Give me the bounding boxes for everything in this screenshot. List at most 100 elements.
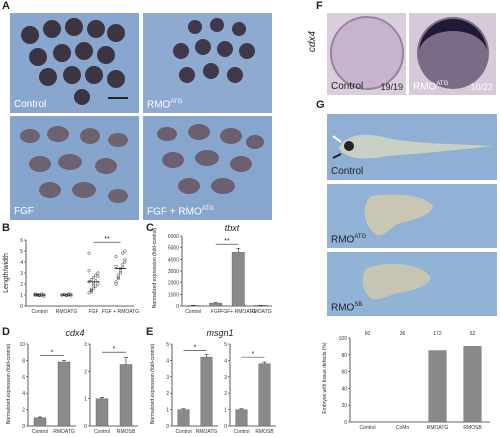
panel-label-f: F (316, 0, 323, 12)
scatter-point (91, 275, 96, 279)
x-tick-label: Control (233, 429, 249, 435)
significance-marker: * (194, 345, 197, 352)
significance-marker: * (252, 351, 255, 358)
tadpole-photo-rmo-sb (362, 263, 431, 300)
y-tick-label: 4 (166, 358, 169, 364)
scatter-point (96, 274, 100, 278)
y-tick-label: 2 (22, 408, 25, 414)
caption-sup: ATG (354, 233, 367, 240)
caption-fgf: FGF (14, 206, 34, 217)
caption-g-control: Control (331, 166, 364, 177)
embryo-photo-cdx4-control (330, 16, 404, 90)
y-tick-label: 6 (20, 238, 23, 244)
x-tick-label: Control (185, 309, 201, 315)
scatter-point (123, 249, 127, 253)
caption-text: RMO (147, 99, 171, 110)
bar (33, 417, 47, 427)
panel-a-image-rmo-atg: RMOATG (143, 13, 272, 113)
embryo-photo-cdx4-rmo (417, 17, 489, 89)
panel-f-image-control: Control 19/19 (327, 13, 406, 95)
scatter-point (89, 278, 93, 282)
bar (209, 302, 223, 307)
n-label: 36 (400, 331, 406, 337)
x-tick-label: FGF (211, 309, 221, 315)
y-tick-label: 3 (84, 342, 87, 348)
scatter-point (116, 275, 120, 279)
caption-text: RMO (331, 302, 355, 313)
panel-label-c: C (146, 222, 154, 234)
y-tick-label: 5000 (168, 246, 179, 252)
significance-marker: * (51, 349, 54, 356)
scatter-point (89, 290, 93, 294)
chart-title: cdx4 (65, 328, 84, 338)
scatter-point (87, 269, 91, 273)
y-tick-label: 100 (339, 336, 348, 342)
panel-label-a: A (2, 0, 10, 12)
scatter-point (96, 271, 100, 275)
y-tick-label: 1000 (168, 292, 179, 298)
embryo-photo-fgf-rmo (157, 124, 264, 194)
x-tick-label: RMOATG (427, 425, 449, 431)
chart-d-bar: cdx4 Normalized expression (fold-control)… (6, 328, 138, 435)
y-tick-label: 1 (20, 293, 23, 299)
significance-marker: ** (104, 236, 110, 243)
y-tick-label: 6 (22, 375, 25, 381)
panel-label-d: D (2, 326, 10, 338)
scatter-point (91, 283, 96, 287)
y-tick-label: 2 (224, 391, 227, 397)
chart-title: msgn1 (206, 328, 233, 338)
scatter-point (96, 282, 100, 286)
scatter-point (116, 273, 120, 277)
n-label: 60 (365, 331, 371, 337)
chart-c-bar: tbxt Normalized expression (fold-control)… (152, 223, 272, 315)
y-tick-label: 6000 (168, 234, 179, 240)
caption-text: RMO (413, 81, 437, 92)
caption-g-rmo-atg: RMOATG (331, 234, 366, 245)
caption-sup: ATG (201, 205, 214, 212)
bar (463, 346, 482, 423)
y-tick-label: 0 (84, 424, 87, 430)
x-tick-label: RMOATG (56, 309, 78, 315)
chart-e-bar: msgn1 Normalized expression (fold-control… (150, 328, 276, 435)
y-tick-label: 20 (341, 403, 347, 409)
panel-f-gene-label: cdx4 (307, 30, 319, 53)
scatter-point (33, 292, 37, 296)
x-tick-label: RMOSB (255, 429, 274, 435)
y-axis-label: Normalized expression (fold-control) (150, 344, 156, 425)
scatter-point (123, 260, 127, 264)
y-tick-label: 8 (22, 358, 25, 364)
scatter-point (114, 254, 118, 259)
y-tick-label: 3 (224, 375, 227, 381)
scatter-point (123, 258, 127, 262)
scatter-point (87, 251, 91, 255)
caption-rmo-atg: RMOATG (147, 99, 182, 110)
x-tick-label: CoMo (396, 425, 410, 431)
y-tick-label: 1 (84, 397, 87, 403)
caption-f-rmo-atg: RMOATG (413, 81, 448, 92)
y-tick-label: 4000 (168, 257, 179, 263)
panel-label-b: B (2, 222, 10, 234)
y-tick-label: 40 (341, 386, 347, 392)
panel-g-image-rmo-sb: RMOSB (327, 252, 497, 316)
x-tick-label: Control (94, 429, 110, 435)
x-tick-label: FGF+ RMOATG (220, 309, 256, 315)
y-tick-label: 0 (20, 304, 23, 310)
caption-control: Control (14, 99, 47, 110)
tadpole-photo-control (332, 134, 493, 159)
embryo-photo-fgf (20, 126, 128, 203)
caption-sup: ATG (170, 98, 183, 105)
x-tick-label: Control (175, 429, 191, 435)
y-tick-label: 2 (166, 391, 169, 397)
scatter-point (35, 292, 39, 296)
y-axis-label: Normalized expression (fold-control) (152, 228, 158, 309)
y-tick-label: 0 (176, 304, 179, 310)
y-tick-label: 1 (166, 408, 169, 414)
scatter-point (35, 293, 39, 297)
x-tick-label: RMOATG (250, 309, 272, 315)
caption-text: FGF + RMO (147, 206, 202, 217)
panel-label-e: E (146, 326, 154, 338)
y-tick-label: 0 (166, 424, 169, 430)
scatter-point (118, 269, 123, 273)
chart-b-scatter: 0 1 2 3 4 5 6 Length/width Control RMOATG FGF FGF +… (3, 236, 139, 315)
n-label: 172 (433, 331, 442, 337)
